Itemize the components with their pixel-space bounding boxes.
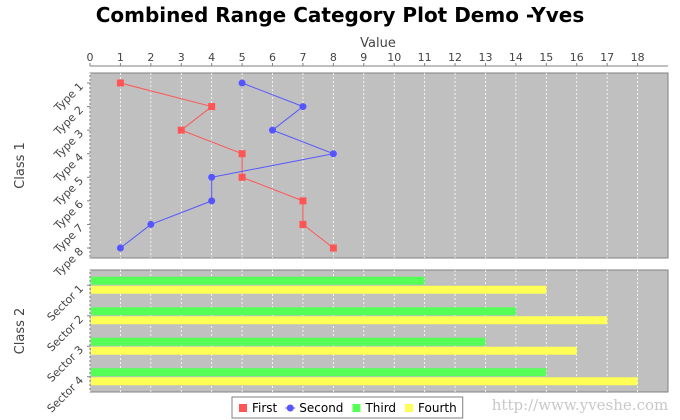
subplot-axis-label: Class 1 (13, 142, 28, 189)
legend-label: Fourth (418, 401, 457, 415)
legend-swatch (239, 404, 247, 412)
data-point (238, 150, 246, 158)
value-tick-label: 13 (478, 51, 492, 64)
data-point (299, 103, 307, 111)
data-point (177, 126, 185, 134)
bar-third (91, 307, 516, 316)
value-axis: 0 1 2 3 4 5 6 7 8 9 10 11 12 13 14 15 16 17 18 (87, 51, 668, 67)
value-axis-label: Value (360, 36, 396, 51)
legend-swatch (405, 404, 414, 412)
value-tick-label: 7 (299, 51, 306, 64)
value-tick-label: 10 (387, 51, 401, 64)
bar-fourth (91, 346, 577, 355)
bar-third (91, 337, 486, 346)
data-point (299, 197, 307, 205)
value-tick-label: 0 (87, 51, 94, 64)
watermark-text: http://www.yveshe.com (492, 396, 668, 414)
data-point (208, 103, 216, 111)
legend-swatch (286, 404, 294, 412)
data-point (116, 244, 124, 252)
bar-fourth (91, 285, 547, 294)
data-point (208, 197, 216, 205)
legend-label: Third (364, 401, 396, 415)
value-tick-label: 17 (600, 51, 614, 64)
chart-title: Combined Range Category Plot Demo -Yves (96, 3, 585, 27)
value-tick-label: 8 (330, 51, 337, 64)
value-tick-label: 6 (269, 51, 276, 64)
legend: First Second Third Fourth (231, 396, 464, 419)
value-tick-label: 4 (208, 51, 215, 64)
value-tick-label: 14 (509, 51, 523, 64)
value-tick-label: 11 (418, 51, 432, 64)
value-tick-label: 2 (147, 51, 154, 64)
value-tick-label: 9 (360, 51, 367, 64)
data-point (329, 244, 337, 252)
series-line-second (120, 82, 336, 249)
data-point (299, 220, 307, 228)
value-tick-label: 5 (239, 51, 246, 64)
bar-fourth (91, 377, 638, 386)
value-tick-label: 18 (631, 51, 645, 64)
data-point (147, 220, 155, 228)
legend-swatch (352, 404, 361, 412)
data-point (238, 173, 246, 181)
value-tick-label: 12 (448, 51, 462, 64)
subplot-axis-label: Class 2 (13, 308, 28, 355)
value-tick-label: 3 (178, 51, 185, 64)
bar-fourth (91, 316, 608, 325)
bar-third (91, 276, 425, 285)
data-point (116, 79, 124, 87)
value-tick-label: 1 (117, 51, 124, 64)
data-point (208, 173, 216, 181)
series-line-first (120, 82, 334, 249)
value-tick-label: 16 (570, 51, 584, 64)
data-point (269, 126, 277, 134)
data-point (238, 79, 246, 87)
plot-background (89, 72, 669, 259)
legend-box (231, 396, 464, 419)
data-point (329, 150, 337, 158)
legend-label: Second (299, 401, 343, 415)
legend-label: First (252, 401, 278, 415)
bar-third (91, 368, 547, 377)
value-tick-label: 15 (539, 51, 553, 64)
